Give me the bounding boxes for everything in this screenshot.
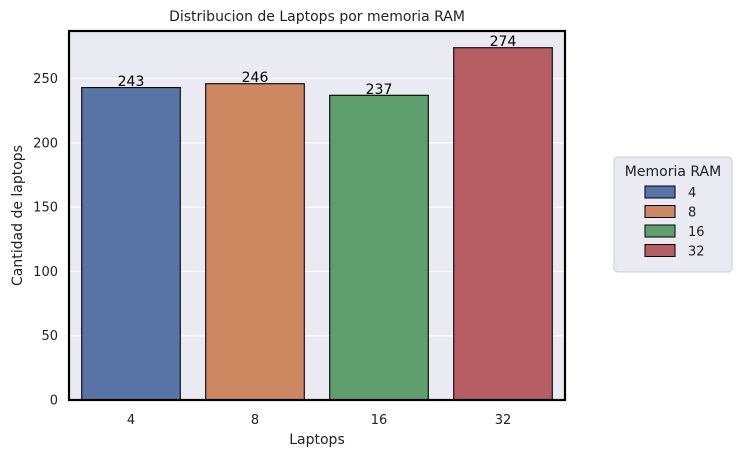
data-labels: 243 246 237 274 (118, 34, 517, 98)
legend-title: Memoria RAM (625, 164, 721, 180)
legend-label: 32 (688, 245, 705, 260)
y-tick-labels: 0 50 100 150 200 250 (33, 72, 58, 408)
x-tick-label: 16 (371, 413, 388, 428)
bar-32 (453, 47, 553, 401)
bar-16 (329, 94, 429, 401)
x-tick-labels: 4 8 16 32 (127, 413, 511, 428)
legend-swatch (644, 205, 676, 218)
y-tick-label: 150 (33, 201, 58, 216)
data-label: 246 (242, 70, 269, 86)
legend-swatch (644, 244, 676, 257)
bar-8 (205, 83, 305, 401)
x-tick-label: 8 (251, 413, 259, 428)
y-tick-label: 250 (33, 72, 58, 87)
legend-swatch (644, 224, 676, 238)
data-label: 274 (490, 34, 517, 50)
bar-4 (81, 87, 181, 401)
y-tick-label: 0 (50, 394, 58, 409)
x-tick-label: 32 (495, 413, 512, 428)
y-tick-label: 50 (41, 329, 58, 344)
chart-title: Distribucion de Laptops por memoria RAM (169, 9, 465, 25)
legend-label: 8 (688, 206, 696, 221)
legend-swatch (644, 185, 676, 199)
data-label: 237 (366, 82, 393, 98)
x-tick-label: 4 (127, 413, 135, 428)
plot-frame (67, 29, 567, 402)
bars (81, 47, 553, 401)
y-tick-label: 200 (33, 136, 58, 151)
data-label: 243 (118, 74, 145, 90)
y-axis-label: Cantidad de laptops (10, 145, 26, 286)
legend-label: 16 (688, 225, 705, 240)
x-axis-label: Laptops (289, 432, 345, 448)
y-tick-label: 100 (33, 265, 58, 280)
legend: Memoria RAM 4 8 16 32 (613, 156, 733, 273)
legend-label: 4 (688, 186, 696, 201)
legend-items: 4 8 16 32 (644, 185, 705, 260)
